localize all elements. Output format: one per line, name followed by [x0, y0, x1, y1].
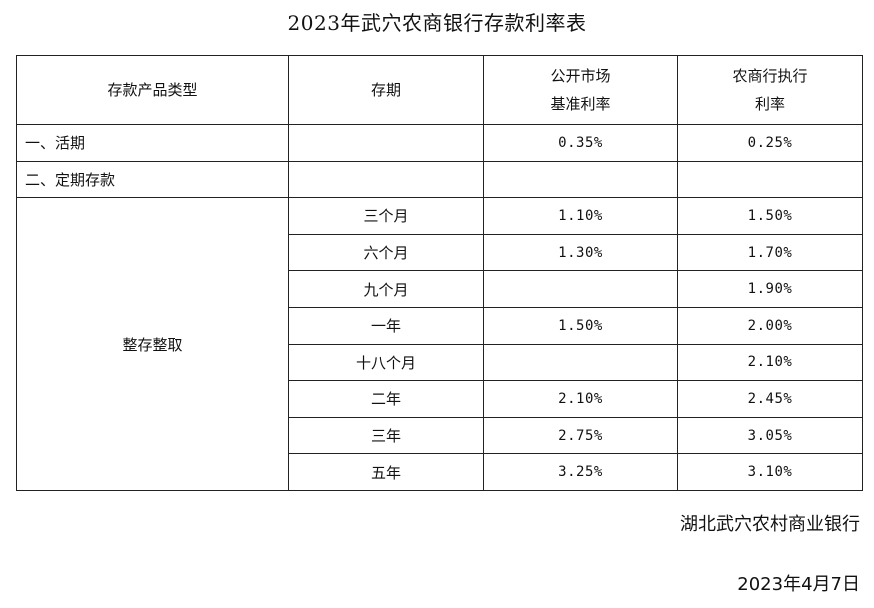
- rate-table: 存款产品类型 存期 公开市场 基准利率 农商行执行 利率 一、活期 0.35% …: [16, 55, 863, 491]
- issue-date: 2023年4月7日: [737, 574, 860, 595]
- benchmark-rate-cell: 3.25%: [483, 453, 678, 491]
- bank-rate-cell: 1.50%: [677, 197, 863, 235]
- term-cell: 九个月: [288, 270, 484, 308]
- table-row: 二年 2.10% 2.45%: [17, 380, 863, 418]
- term-cell: 二年: [288, 380, 484, 418]
- header-benchmark-line2: 基准利率: [550, 95, 611, 113]
- benchmark-rate-cell: 2.10%: [483, 380, 678, 418]
- fixed-section-benchmark: [483, 160, 678, 199]
- bank-rate-cell: 2.45%: [677, 380, 863, 418]
- term-cell: 三年: [288, 416, 484, 455]
- fixed-section-bank: [677, 160, 863, 199]
- term-cell: 一年: [288, 306, 484, 345]
- term-cell: 三个月: [288, 197, 484, 235]
- header-bank-line2: 利率: [754, 95, 785, 113]
- demand-benchmark-rate: 0.35%: [483, 124, 678, 162]
- fixed-group-label: 整存整取: [16, 197, 289, 491]
- table-row: 五年 3.25% 3.10%: [17, 453, 863, 491]
- table-row: 九个月 1.90%: [17, 270, 863, 308]
- table-row: 十八个月 2.10%: [17, 343, 863, 382]
- benchmark-rate-cell: 2.75%: [483, 416, 678, 455]
- table-row-demand: 一、活期 0.35% 0.25%: [16, 124, 863, 162]
- page-title: 2023年武穴农商银行存款利率表: [287, 11, 587, 35]
- benchmark-rate-cell: 1.10%: [483, 197, 678, 235]
- header-benchmark-line1: 公开市场: [550, 67, 611, 85]
- header-bank-rate: 农商行执行 利率: [677, 55, 863, 125]
- benchmark-rate-cell: [483, 343, 678, 382]
- fixed-section-term: [288, 160, 484, 199]
- table-row: 整存整取 三个月 1.10% 1.50%: [16, 197, 863, 491]
- header-term: 存期: [288, 55, 484, 125]
- header-bank-line1: 农商行执行: [732, 67, 808, 85]
- bank-rate-cell: 3.10%: [677, 453, 863, 491]
- bank-rate-cell: 2.00%: [677, 306, 863, 345]
- issuer-bank-name: 湖北武穴农村商业银行: [680, 514, 860, 535]
- demand-bank-rate: 0.25%: [677, 124, 863, 162]
- bank-rate-cell: 1.90%: [677, 270, 863, 308]
- demand-label: 一、活期: [16, 124, 289, 162]
- header-product-type: 存款产品类型: [16, 55, 289, 125]
- term-cell: 十八个月: [288, 343, 484, 382]
- table-row-fixed-section: 二、定期存款: [16, 160, 863, 199]
- table-row: 六个月 1.30% 1.70%: [17, 233, 863, 272]
- benchmark-rate-cell: 1.50%: [483, 306, 678, 345]
- table-header-row: 存款产品类型 存期 公开市场 基准利率 农商行执行 利率: [16, 55, 863, 125]
- benchmark-rate-cell: 1.30%: [483, 233, 678, 272]
- term-cell: 六个月: [288, 233, 484, 272]
- term-cell: 五年: [288, 453, 484, 491]
- benchmark-rate-cell: [483, 270, 678, 308]
- demand-term: [288, 124, 484, 162]
- table-row: 一年 1.50% 2.00%: [17, 306, 863, 345]
- bank-rate-cell: 1.70%: [677, 233, 863, 272]
- fixed-section-label: 二、定期存款: [16, 160, 289, 199]
- bank-rate-cell: 3.05%: [677, 416, 863, 455]
- header-benchmark-rate: 公开市场 基准利率: [483, 55, 678, 125]
- bank-rate-cell: 2.10%: [677, 343, 863, 382]
